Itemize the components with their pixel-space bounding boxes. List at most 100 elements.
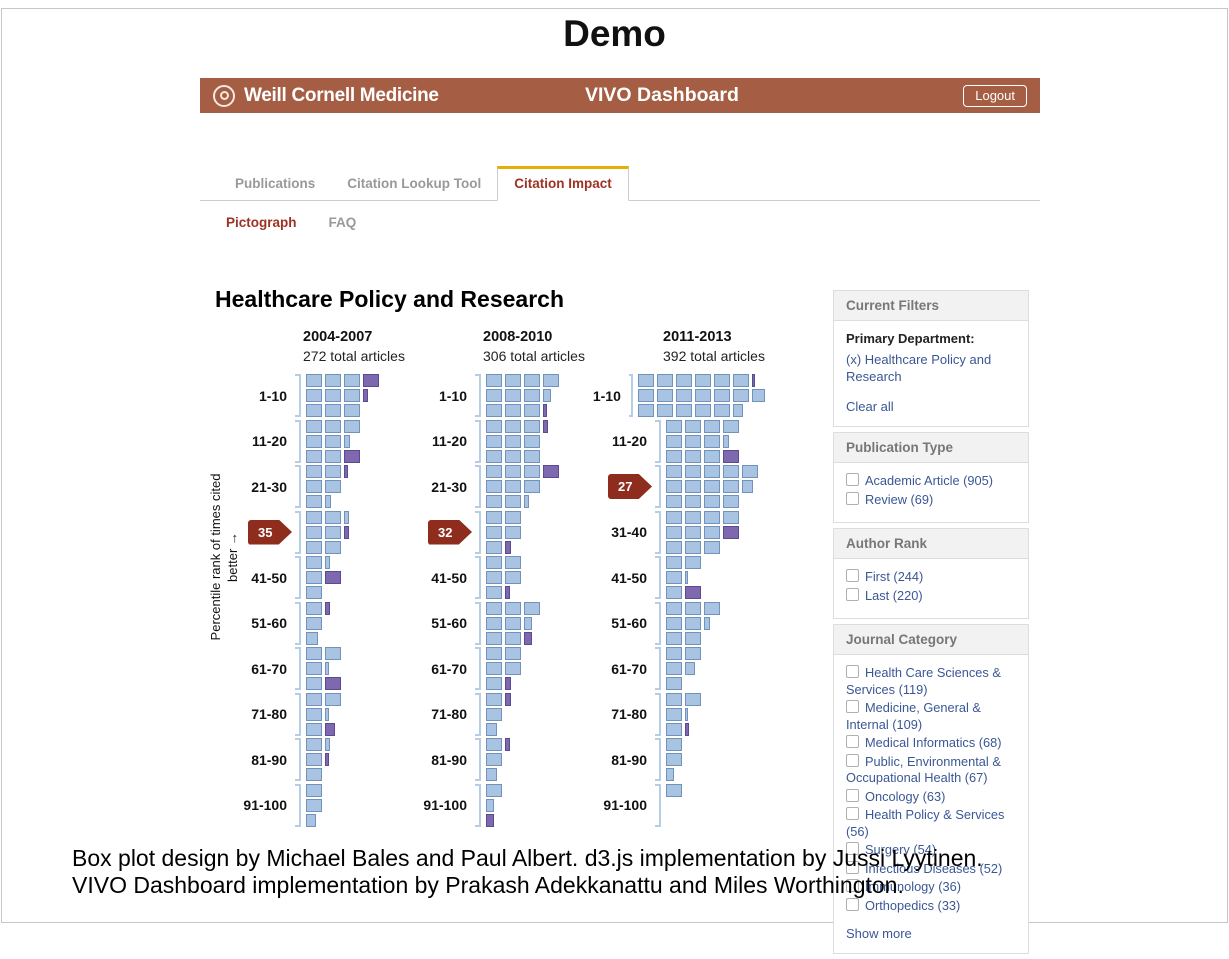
decile-label: 1-10: [258, 387, 287, 404]
article-unit: [723, 449, 739, 463]
decile-band-91-100: 91-100: [405, 783, 585, 827]
article-row: [306, 465, 348, 478]
decile-band-61-70: 61-70: [585, 647, 765, 690]
checkbox[interactable]: [846, 473, 859, 486]
filter-option-medicine-general-internal-109[interactable]: Medicine, General & Internal (109): [846, 700, 981, 732]
decile-band-41-50: 41-50: [585, 556, 765, 599]
filter-option-medical-informatics-68[interactable]: Medical Informatics (68): [846, 735, 1016, 752]
checkbox[interactable]: [846, 753, 859, 767]
article-row: [306, 753, 330, 766]
median-marker: 35: [248, 519, 292, 545]
checkbox[interactable]: [846, 491, 859, 505]
logout-button[interactable]: Logout: [963, 85, 1027, 107]
article-unit: [666, 540, 682, 554]
article-row: [486, 495, 559, 508]
tab-publications[interactable]: Publications: [235, 176, 316, 191]
article-unit: [325, 389, 341, 402]
section-header: Author Rank: [834, 529, 1028, 559]
checkbox[interactable]: [846, 700, 859, 713]
article-row: [306, 480, 348, 493]
filter-option-last-220[interactable]: Last (220): [846, 587, 1016, 605]
decile-label: 35: [225, 511, 295, 554]
filter-option-review-69[interactable]: Review (69): [846, 491, 1016, 509]
checkbox[interactable]: [846, 860, 859, 874]
tab-bar: Publications Citation Lookup Tool Citation…: [200, 166, 1040, 201]
article-unit: [486, 647, 502, 660]
article-unit: [344, 449, 360, 463]
article-row: [306, 510, 349, 524]
article-row: [306, 647, 341, 660]
band-bracket: [475, 783, 481, 827]
article-unit: [685, 662, 695, 675]
checkbox[interactable]: [846, 665, 859, 678]
filter-option-immunology-36[interactable]: Immunology (36): [846, 879, 1016, 896]
filter-option-academic-article-905[interactable]: Academic Article (905): [846, 473, 1016, 490]
article-unit: [714, 389, 731, 402]
article-unit: [752, 374, 756, 387]
checkbox[interactable]: [846, 735, 859, 748]
filter-option-health-policy-services-56[interactable]: Health Policy & Services (56): [846, 807, 1005, 839]
article-row: [486, 571, 521, 584]
band-rows: [666, 601, 720, 645]
column-period: 2008-2010: [483, 329, 553, 345]
filter-option-first-244[interactable]: First (244): [846, 569, 1016, 586]
article-unit: [666, 722, 682, 736]
band-bracket: [655, 783, 661, 827]
article-unit: [486, 662, 502, 675]
band-rows: [666, 738, 682, 781]
active-filter-link[interactable]: (x) Healthcare Policy and Research: [846, 352, 992, 384]
show-more-link[interactable]: Show more: [846, 926, 912, 941]
article-unit: [486, 510, 502, 524]
filter-option-infectious-diseases-52[interactable]: Infectious Diseases (52): [846, 860, 1016, 878]
article-unit: [666, 647, 682, 660]
subtab-pictograph[interactable]: Pictograph: [226, 215, 297, 230]
checkbox[interactable]: [846, 788, 859, 802]
article-row: [486, 768, 510, 781]
column-bands: 1-10 11-20 21-30 35 41-50 51-60 61-70 71-80 81-9…: [225, 374, 405, 827]
article-unit: [505, 449, 521, 463]
band-bracket: [295, 738, 301, 781]
checkbox[interactable]: [846, 587, 859, 601]
clear-all-link[interactable]: Clear all: [846, 399, 894, 414]
article-row: [486, 374, 559, 387]
article-row: [666, 571, 701, 584]
filter-option-surgery-54[interactable]: Surgery (54): [846, 842, 1016, 859]
slide-caption: Box plot design by Michael Bales and Pau…: [72, 845, 1182, 898]
checkbox[interactable]: [846, 569, 859, 582]
checkbox[interactable]: [846, 807, 859, 820]
checkbox[interactable]: [846, 879, 859, 892]
median-marker: 27: [608, 474, 652, 499]
tab-citation-impact[interactable]: Citation Impact: [497, 166, 629, 201]
dashboard-header: Weill Cornell Medicine VIVO Dashboard Lo…: [200, 78, 1040, 113]
band-bracket: [475, 374, 481, 417]
decile-band-71-80: 71-80: [405, 692, 585, 736]
article-unit: [666, 753, 682, 766]
subtab-faq[interactable]: FAQ: [328, 215, 357, 230]
filter-option-public-environmental-occupational-health-67[interactable]: Public, Environmental & Occupational Hea…: [846, 753, 1001, 785]
checkbox[interactable]: [846, 842, 859, 855]
band-rows: [306, 556, 341, 599]
article-unit: [325, 662, 329, 675]
band-rows: [306, 738, 330, 781]
article-unit: [344, 404, 360, 417]
article-row: [306, 449, 360, 463]
article-row: [306, 677, 341, 690]
band-bracket: [475, 601, 481, 645]
decile-label: 61-70: [251, 660, 287, 677]
article-unit: [723, 495, 739, 508]
decile-label: 61-70: [611, 660, 647, 677]
tab-citation-lookup-tool[interactable]: Citation Lookup Tool: [347, 176, 482, 191]
article-unit: [666, 768, 674, 781]
filter-option-orthopedics-33[interactable]: Orthopedics (33): [846, 897, 1016, 915]
checkbox[interactable]: [846, 897, 859, 911]
band-rows: [486, 738, 510, 781]
filter-option-oncology-63[interactable]: Oncology (63): [846, 788, 1016, 806]
article-unit: [685, 465, 701, 478]
article-unit: [666, 495, 682, 508]
band-bracket: [295, 510, 301, 554]
column-header: 2004-2007 272 total articles: [303, 328, 405, 366]
article-unit: [344, 374, 360, 387]
band-bracket: [295, 556, 301, 599]
decile-band-81-90: 81-90: [405, 738, 585, 781]
filter-option-health-care-sciences-services-119[interactable]: Health Care Sciences & Services (119): [846, 665, 1001, 697]
